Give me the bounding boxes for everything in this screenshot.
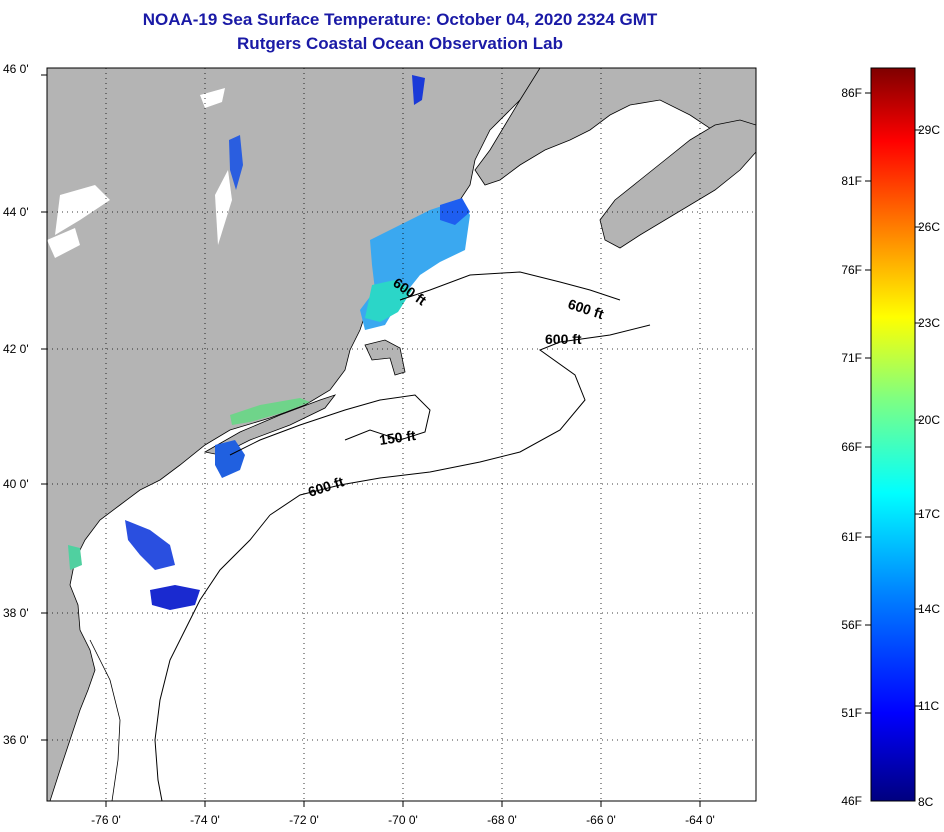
sst-patch-nj-coast xyxy=(68,545,82,570)
colorbar-label-f: 71F xyxy=(841,351,862,365)
map-title: NOAA-19 Sea Surface Temperature: October… xyxy=(142,10,658,29)
lat-label: 40 0' xyxy=(3,477,29,491)
map-subtitle: Rutgers Coastal Ocean Observation Lab xyxy=(237,34,563,53)
graticule xyxy=(47,68,756,801)
colorbar-label-f: 86F xyxy=(841,86,862,100)
land-cape-cod xyxy=(364,339,406,376)
map-frame xyxy=(46,67,757,802)
sst-patch-gulf-of-maine xyxy=(440,198,470,225)
colorbar-label-f: 51F xyxy=(841,706,862,720)
colorbar-label-c: 26C xyxy=(918,220,940,234)
lat-label: 44 0' xyxy=(3,205,29,219)
colorbar-label-c: 20C xyxy=(918,413,940,427)
colorbar-label-c: 23C xyxy=(918,316,940,330)
frame-ticks xyxy=(41,74,701,807)
contour-label: 600 ft xyxy=(545,331,582,347)
colorbar xyxy=(870,67,916,802)
colorbar-label-f: 76F xyxy=(841,263,862,277)
lat-label: 38 0' xyxy=(3,606,29,620)
colorbar-ticks xyxy=(865,92,921,714)
sst-patch-gulf-of-maine xyxy=(365,280,412,322)
sst-patch-ny-bight xyxy=(215,440,245,478)
lake xyxy=(47,228,80,258)
colorbar-label-f: 66F xyxy=(841,440,862,454)
lake xyxy=(200,88,225,108)
colorbar-label-c: 17C xyxy=(918,507,940,521)
sst-patch-inland-lake xyxy=(412,75,425,105)
colorbar-label-f: 81F xyxy=(841,174,862,188)
colorbar-label-f: 56F xyxy=(841,618,862,632)
sst-patch-nj-coast xyxy=(125,520,175,570)
lake xyxy=(55,185,110,235)
colorbar-label-c: 14C xyxy=(918,602,940,616)
lon-label: -74 0' xyxy=(190,813,220,827)
lon-label: -72 0' xyxy=(289,813,319,827)
colorbar-label-f: 61F xyxy=(841,530,862,544)
colorbar-label-c: 29C xyxy=(918,123,940,137)
colorbar-label-c: 8C xyxy=(918,795,934,809)
lat-label: 36 0' xyxy=(3,733,29,747)
lat-label: 46 0' xyxy=(3,62,29,76)
land-us-mainland xyxy=(47,68,541,801)
lon-label: -64 0' xyxy=(685,813,715,827)
sst-patch-long-island-sound xyxy=(230,398,310,425)
bathymetry-contour-600ft xyxy=(269,324,651,516)
colorbar-label-f: 46F xyxy=(841,794,862,808)
colorbar-label-c: 11C xyxy=(918,699,939,713)
lon-label: -66 0' xyxy=(586,813,616,827)
bathymetry-contour-600ft xyxy=(399,271,621,301)
lon-label: -76 0' xyxy=(91,813,121,827)
sst-patch-delmarva xyxy=(150,585,200,610)
bathymetry-contour-150ft xyxy=(89,639,121,801)
bathymetry-contour-600ft xyxy=(154,514,271,801)
sst-patch-inland-lake xyxy=(229,135,243,190)
lake xyxy=(215,170,232,245)
bathymetry-contour-150ft xyxy=(229,394,431,456)
lon-label: -68 0' xyxy=(487,813,517,827)
land-nova-scotia xyxy=(599,119,756,249)
lat-label: 42 0' xyxy=(3,342,29,356)
contour-label: 150 ft xyxy=(378,427,417,448)
lon-label: -70 0' xyxy=(388,813,418,827)
